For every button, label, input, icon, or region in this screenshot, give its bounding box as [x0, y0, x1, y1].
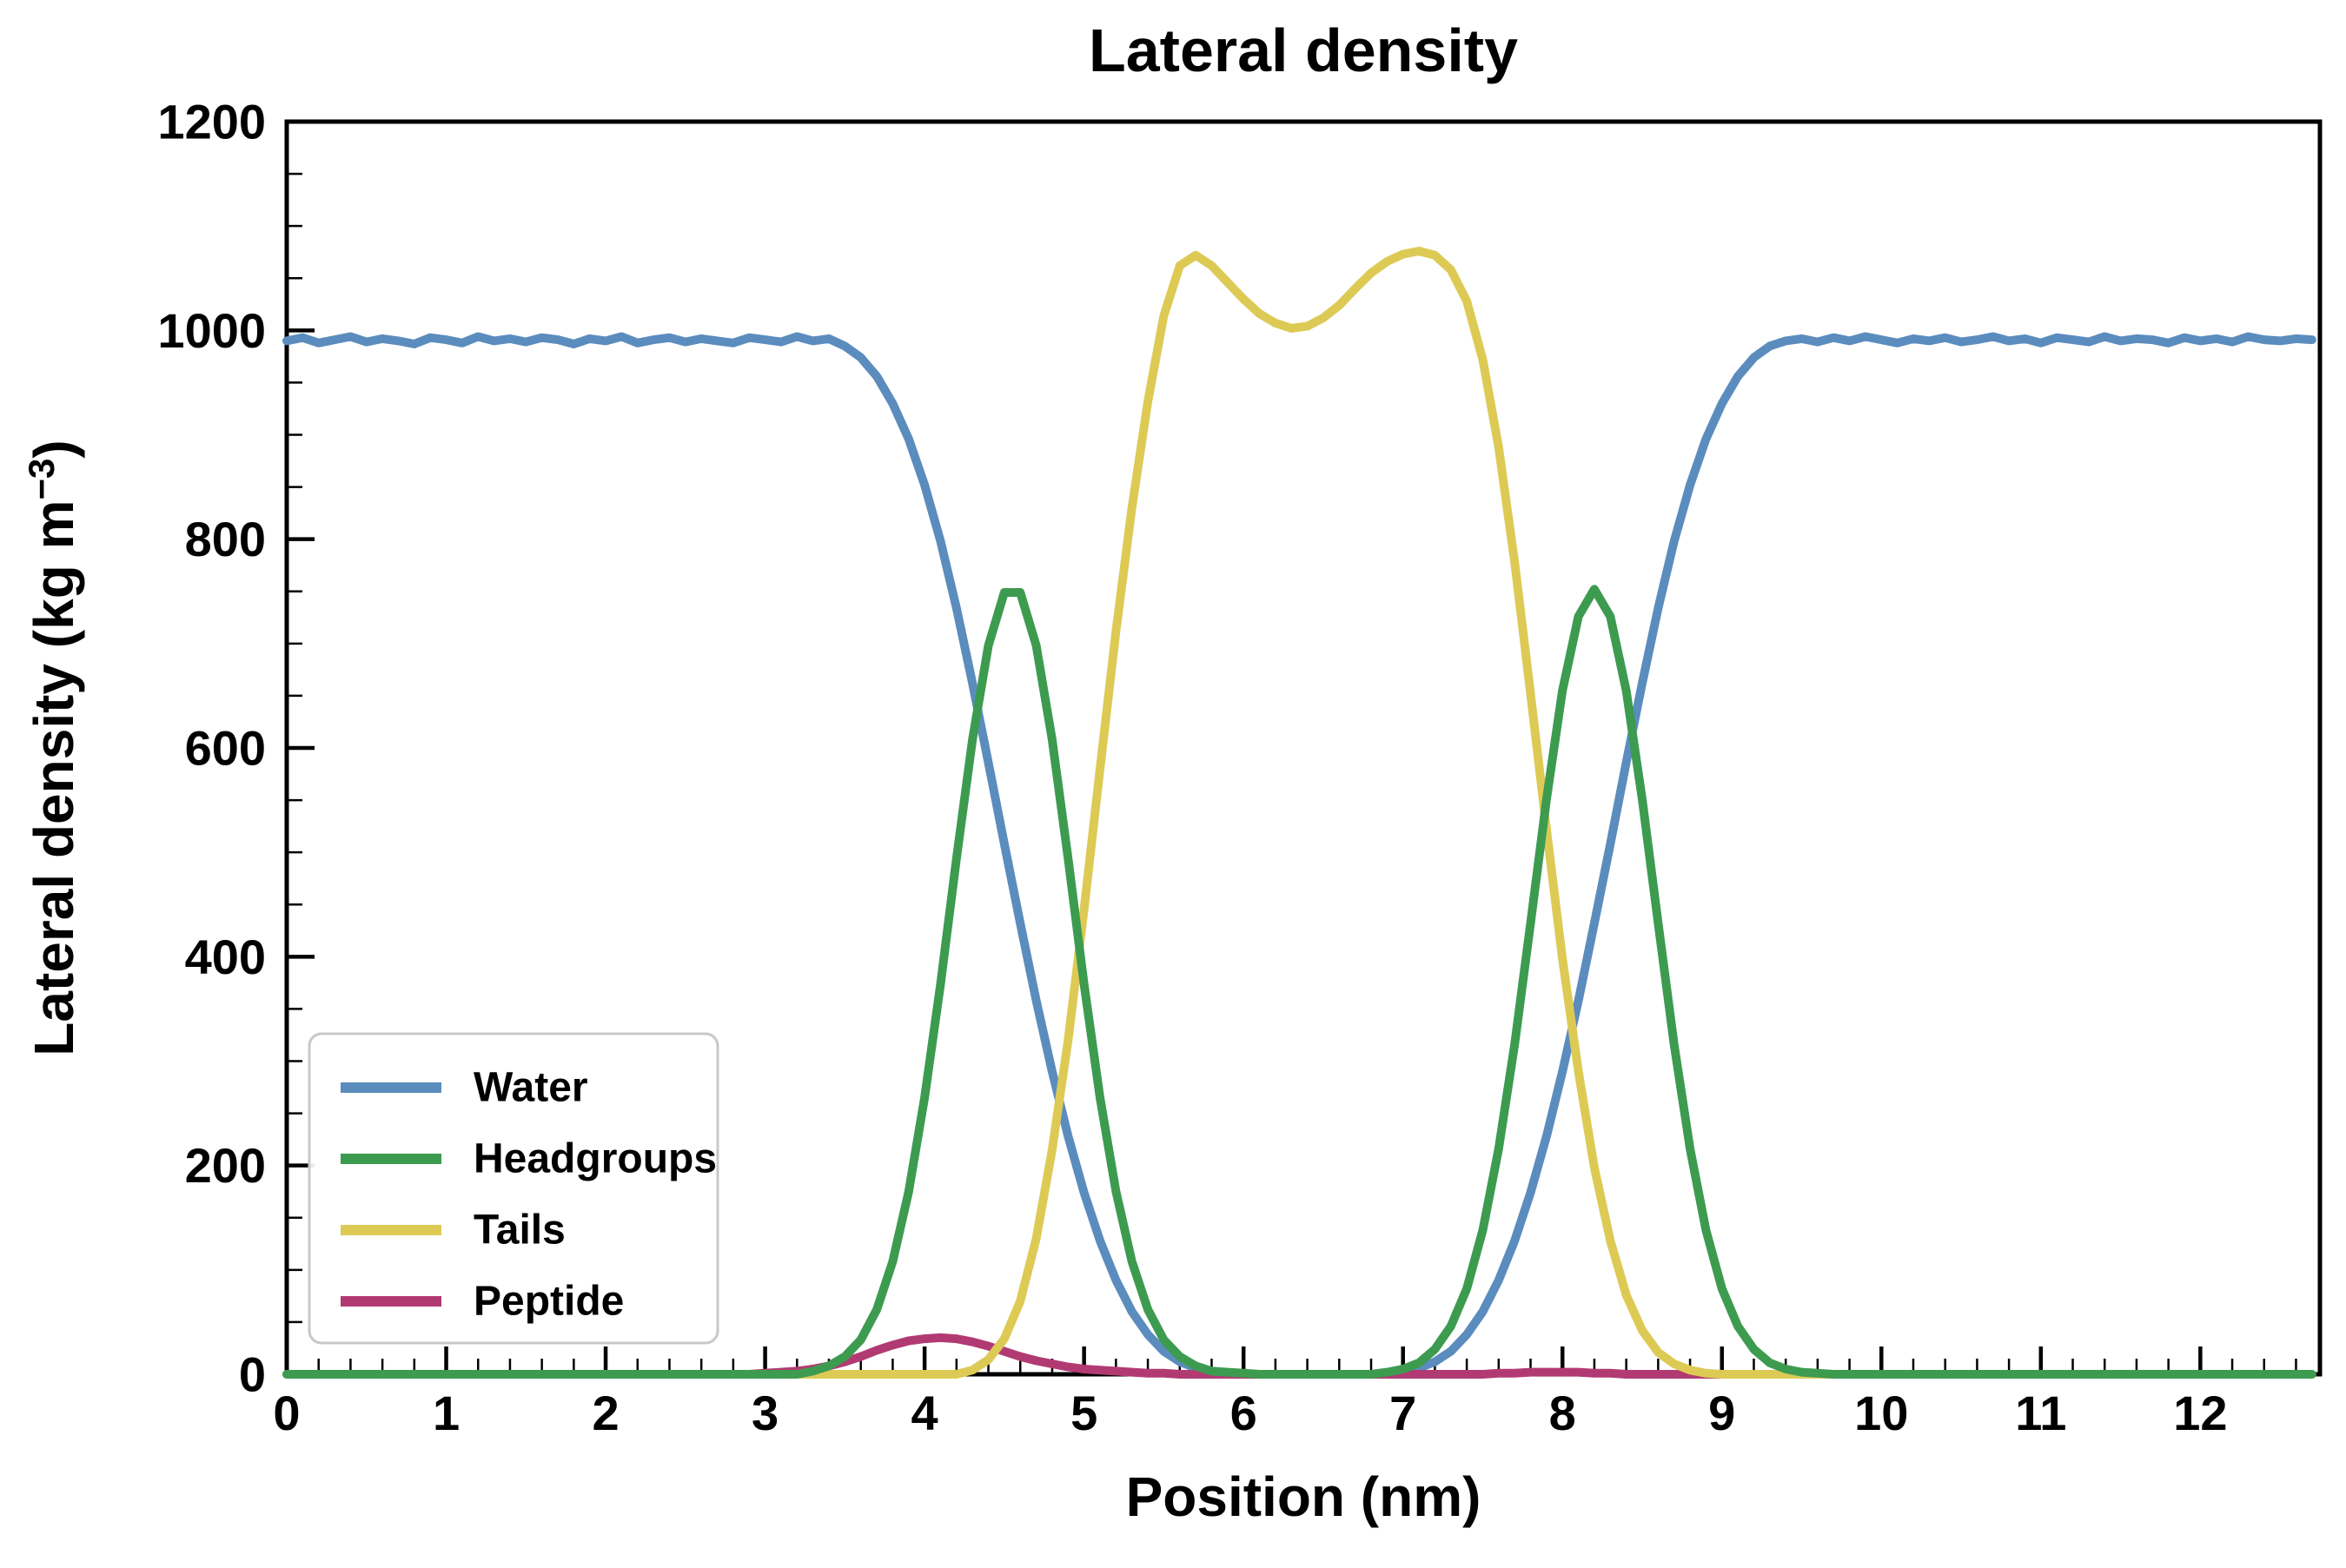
plot-area: 0 1 2 3 4 5 6 7 8 9 10 11 12020040060080010001200Wat… — [157, 95, 2323, 1440]
y-tick-label: 1200 — [157, 95, 266, 149]
legend-box — [308, 1032, 719, 1345]
x-tick-label: 9 — [1708, 1386, 1735, 1440]
y-tick-label: 800 — [185, 512, 266, 566]
y-axis-label: Lateral density (kg m−3) — [21, 440, 85, 1055]
x-tick-label: 8 — [1549, 1386, 1576, 1440]
legend-item-water: Water — [341, 1065, 588, 1111]
x-tick-label: 2 — [592, 1386, 619, 1440]
legend-item-headgroups: Headgroups — [341, 1136, 717, 1182]
legend-item-tails: Tails — [341, 1207, 566, 1254]
x-tick-label: 11 — [2015, 1386, 2066, 1440]
chart-title: Lateral density — [1089, 17, 1518, 84]
x-tick-label: 0 — [273, 1386, 300, 1440]
y-axis-label-close: ) — [23, 440, 85, 458]
y-tick-label: 400 — [185, 930, 266, 984]
y-tick-label: 1000 — [157, 303, 266, 358]
x-tick-label: 12 — [2173, 1386, 2227, 1440]
y-tick-label: 200 — [185, 1138, 266, 1193]
legend-label-headgroups: Headgroups — [474, 1136, 717, 1182]
legend: Water Headgroups Tails Peptide — [308, 1032, 719, 1345]
series-headgroups-line — [282, 585, 2316, 1379]
x-tick-label: 6 — [1230, 1386, 1257, 1440]
y-tick-label: 0 — [239, 1347, 266, 1402]
x-tick-label: 3 — [752, 1386, 779, 1440]
x-tick-label: 1 — [433, 1386, 460, 1440]
legend-label-water: Water — [474, 1065, 588, 1111]
legend-item-peptide: Peptide — [341, 1279, 624, 1325]
x-tick-label: 5 — [1070, 1386, 1097, 1440]
y-tick-label: 600 — [185, 721, 266, 776]
y-axis-label-main: Lateral density (kg m — [23, 500, 85, 1056]
x-axis-label: Position (nm) — [1126, 1465, 1481, 1528]
x-tick-label: 4 — [911, 1386, 938, 1440]
legend-label-peptide: Peptide — [474, 1279, 624, 1325]
x-tick-label: 10 — [1854, 1386, 1908, 1440]
legend-label-tails: Tails — [474, 1207, 566, 1254]
y-axis-label-superscript: −3 — [21, 459, 62, 500]
x-tick-label: 7 — [1389, 1386, 1416, 1440]
